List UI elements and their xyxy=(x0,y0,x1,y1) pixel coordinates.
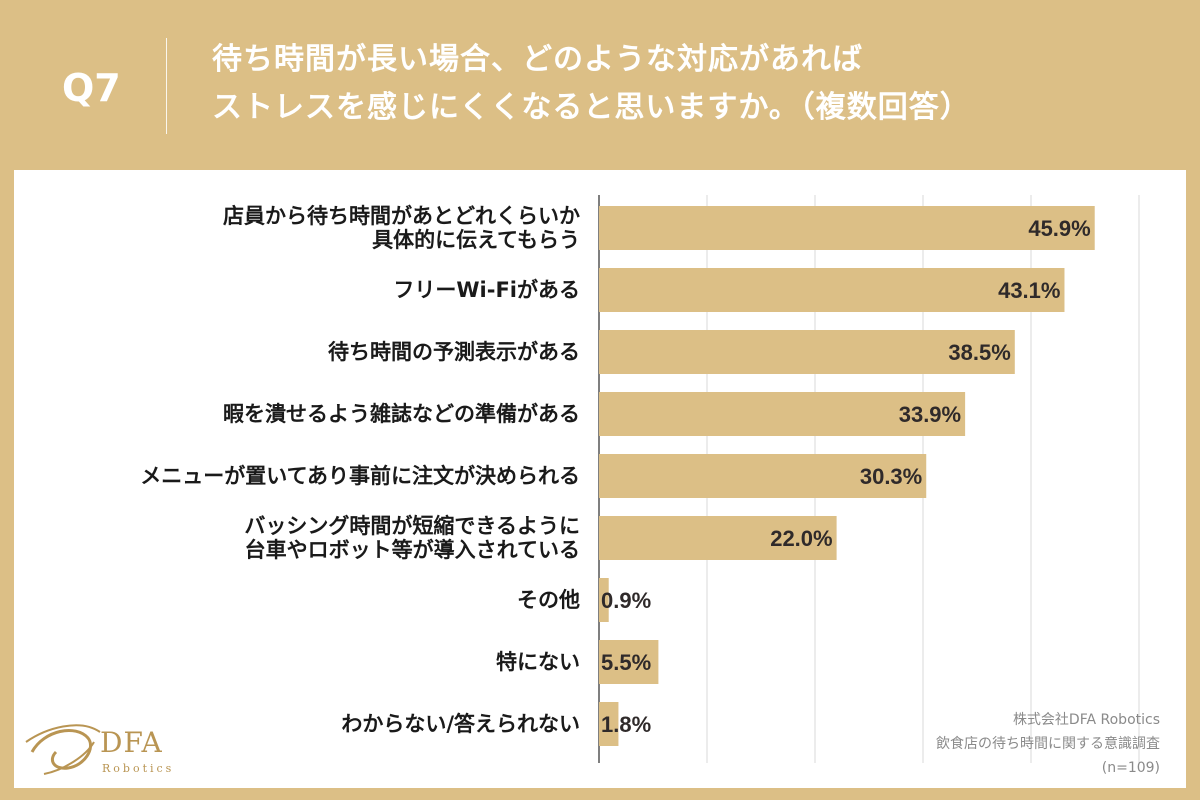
category-label: メニューが置いてあり事前に注文が決められる xyxy=(140,464,580,488)
bar xyxy=(599,454,927,498)
category-label: 店員から待ち時間があとどれくらいか xyxy=(223,204,580,228)
question-title-line-1: 待ち時間が長い場合、どのような対応があれば xyxy=(212,42,863,77)
source-company: 株式会社DFA Robotics xyxy=(1012,712,1160,728)
value-label: 45.9% xyxy=(1028,216,1090,241)
dfa-logo-icon xyxy=(25,724,101,775)
bar xyxy=(599,330,1015,374)
bar xyxy=(599,206,1095,250)
value-label: 0.9% xyxy=(601,588,651,613)
bar xyxy=(599,268,1065,312)
question-number: Q7 xyxy=(62,66,121,110)
value-label: 38.5% xyxy=(948,340,1010,365)
logo-name: DFA xyxy=(100,726,163,759)
bar xyxy=(599,702,619,746)
header-divider xyxy=(166,38,167,134)
value-label: 30.3% xyxy=(860,464,922,489)
source-sample-size: (n=109) xyxy=(1101,760,1160,776)
category-label: 台車やロボット等が導入されている xyxy=(245,538,580,562)
source-survey: 飲食店の待ち時間に関する意識調査 xyxy=(936,736,1160,752)
bar xyxy=(599,640,659,684)
value-label: 22.0% xyxy=(770,526,832,551)
value-label: 1.8% xyxy=(601,712,651,737)
category-label: 具体的に伝えてもらう xyxy=(372,228,580,252)
logo-subtitle: Robotics xyxy=(102,762,175,775)
question-title: 待ち時間が長い場合、どのような対応があれば ストレスを感じにくくなると思いますか… xyxy=(212,36,1112,132)
category-label: フリーWi-Fiがある xyxy=(393,278,580,302)
source-note: 株式会社DFA Robotics 飲食店の待ち時間に関する意識調査 (n=109… xyxy=(860,708,1160,780)
category-label: その他 xyxy=(517,588,580,612)
value-label: 33.9% xyxy=(899,402,961,427)
category-label: わからない/答えられない xyxy=(341,712,580,736)
header: Q7 待ち時間が長い場合、どのような対応があれば ストレスを感じにくくなると思い… xyxy=(0,0,1200,168)
bar xyxy=(599,392,966,436)
category-label: 待ち時間の予測表示がある xyxy=(328,340,580,364)
bar xyxy=(599,516,837,560)
value-label: 5.5% xyxy=(601,650,651,675)
category-label: 暇を潰せるよう雑誌などの準備がある xyxy=(223,402,580,426)
question-title-line-2: ストレスを感じにくくなると思いますか。（複数回答） xyxy=(212,90,971,125)
category-label: 特にない xyxy=(496,650,580,674)
category-label: バッシング時間が短縮できるように xyxy=(244,514,580,538)
bar xyxy=(599,578,609,622)
value-label: 43.1% xyxy=(998,278,1060,303)
